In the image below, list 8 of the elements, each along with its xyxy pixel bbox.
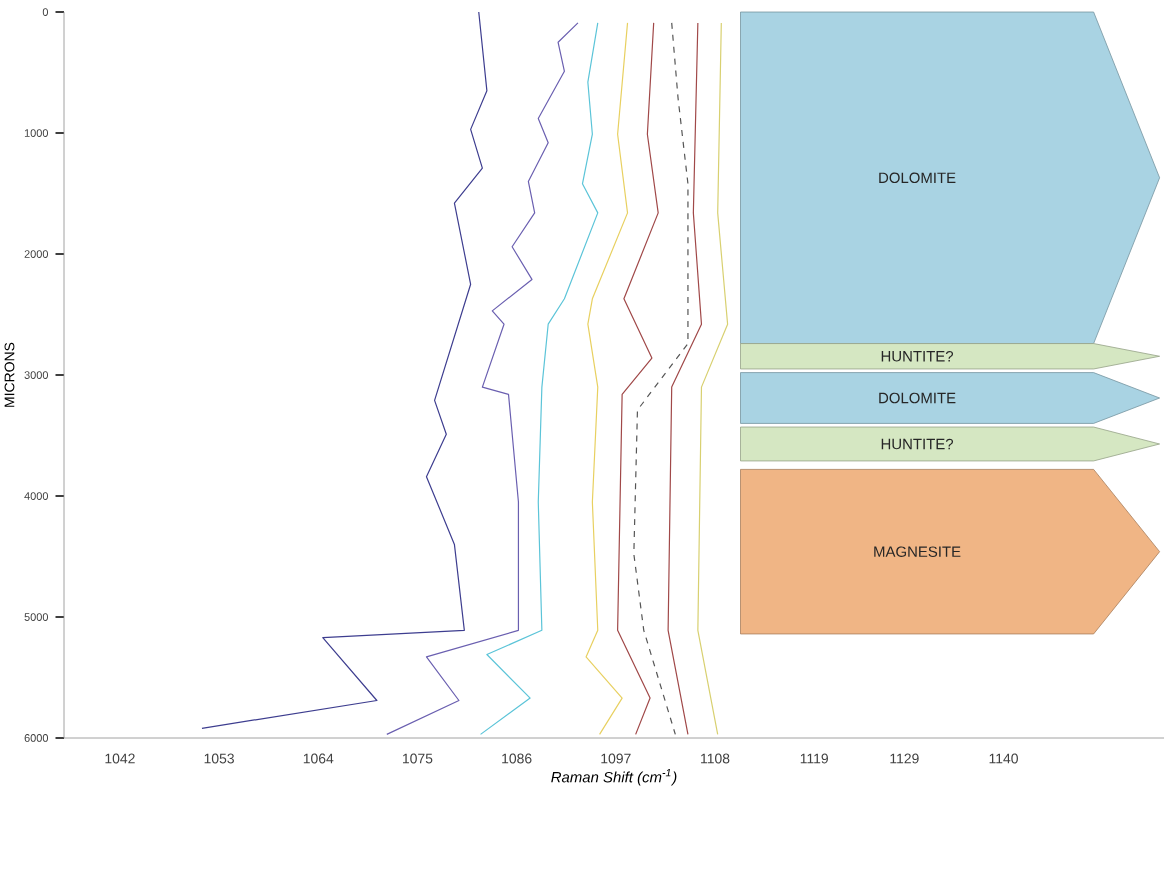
- line-series: [585, 22, 629, 735]
- line-series: [201, 11, 488, 729]
- line-series: [386, 22, 579, 735]
- line-series: [479, 22, 599, 735]
- line-series: [697, 22, 729, 735]
- line-series: [667, 22, 703, 735]
- line-series: [617, 22, 659, 735]
- line-series: [633, 22, 689, 735]
